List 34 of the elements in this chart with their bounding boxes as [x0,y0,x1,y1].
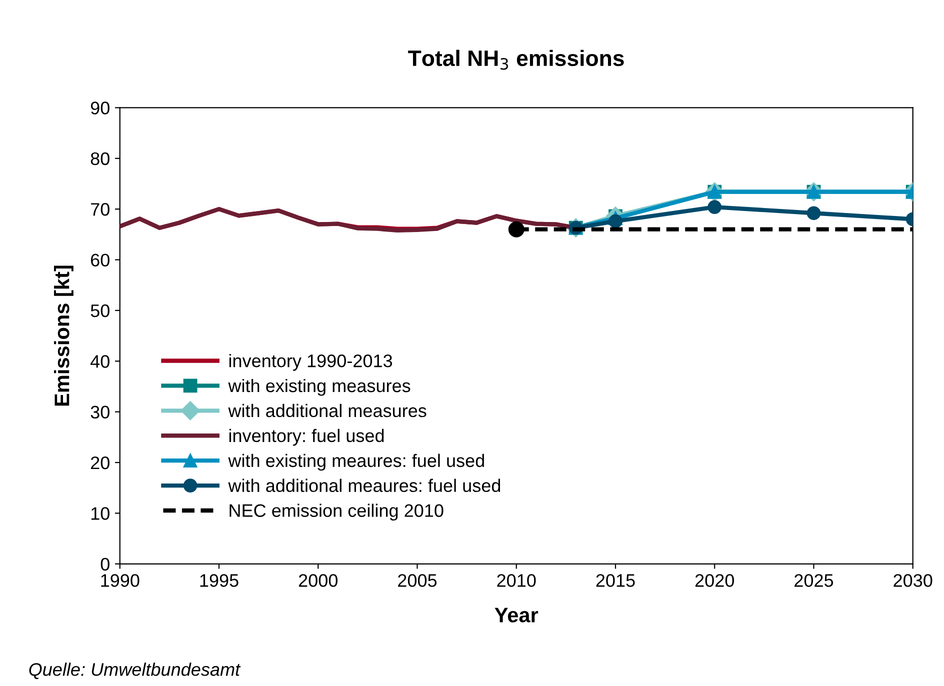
legend-label: with existing meaures: fuel used [228,454,484,471]
legend-label: inventory 1990-2013 [229,354,392,371]
legend-label: with additional meaures: fuel used [228,478,500,492]
y-tick-label: 80 [90,152,110,166]
y-tick-label: 30 [90,406,110,419]
point [708,200,722,214]
x-tick-label: 2030 [894,574,932,587]
y-tick-label: 20 [90,456,110,470]
legend-label: with existing measures [228,378,410,396]
y-tick-label: 70 [91,203,110,216]
y-tick-label: 0 [100,558,110,571]
y-tick-label: 40 [90,355,110,368]
y-tick-label: 50 [90,304,110,318]
x-tick-label: 2000 [298,574,338,587]
y-tick-label: 10 [91,507,110,520]
point [608,214,622,228]
x-tick-label: 1995 [200,574,238,587]
x-tick-label: 1990 [101,574,140,587]
source-note: Quelle: Umweltbundesamt [29,662,241,680]
y-tick-label: 90 [90,102,110,114]
y-axis-title: Emissions [kt] [54,266,74,406]
x-tick-label: 2010 [497,574,536,587]
point [806,206,821,220]
chart-title: Total NH$_{3}$ emissions [408,50,624,70]
x-tick-label: 2020 [695,574,734,587]
y-tick-label: 60 [91,254,110,266]
x-tick-label: 2005 [398,574,437,587]
x-axis-title: Year [494,608,538,622]
point [508,221,524,238]
legend-label: inventory: fuel used [229,428,384,446]
x-tick-label: 2025 [794,574,834,587]
x-tick-label: 2015 [596,574,635,587]
legend-label: NEC emission ceiling 2010 [230,504,444,521]
legend-label: with additional measures [228,404,426,418]
